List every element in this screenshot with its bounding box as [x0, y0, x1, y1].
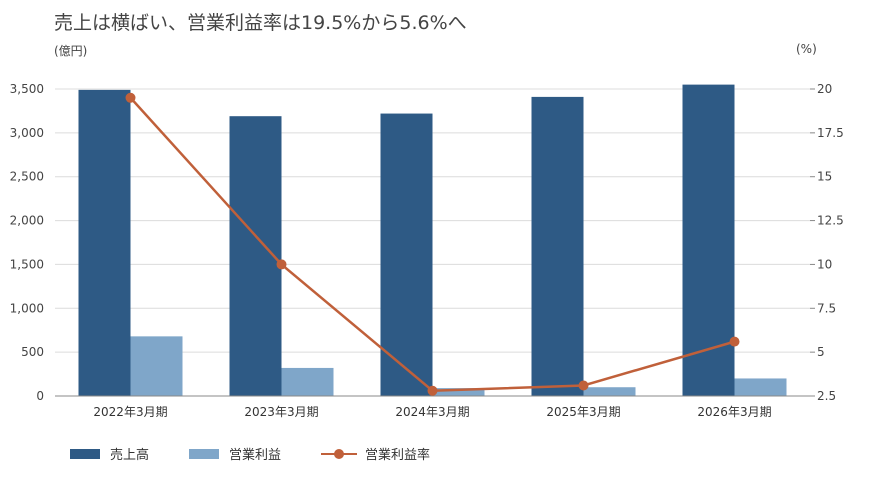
rate-point: [276, 259, 287, 270]
right-tick-label: 17.5: [817, 126, 844, 140]
right-tick-label: 12.5: [817, 214, 844, 228]
left-tick-label: 3,000: [10, 126, 44, 140]
right-axis-ticks: 2.5 5 7.5 10 12.5 15 17.5 20: [810, 82, 844, 403]
left-tick-label: 500: [21, 345, 44, 359]
bar-operating-profit: [281, 367, 334, 396]
x-tick-label: 2026年3月期: [697, 405, 771, 419]
legend-swatch-sales: [70, 448, 100, 459]
bar-operating-profit: [432, 388, 485, 396]
left-tick-label: 1,500: [10, 257, 44, 271]
legend-label-sales: 売上高: [110, 448, 150, 463]
bar-sales: [531, 96, 584, 396]
rate-point: [125, 92, 136, 103]
rate-point: [427, 385, 438, 396]
right-axis-unit: (%): [796, 42, 817, 56]
legend-swatch-operating-margin: [321, 448, 358, 460]
left-tick-label: 0: [36, 389, 44, 403]
rate-point: [578, 380, 589, 391]
chart-title: 売上は横ばい、営業利益率は19.5%から5.6%へ: [54, 12, 467, 34]
legend-label-operating-margin: 営業利益率: [365, 448, 431, 463]
right-tick-label: 15: [817, 170, 832, 184]
right-tick-label: 10: [817, 257, 832, 271]
legend-item-operating-profit: 営業利益: [189, 444, 281, 463]
legend-swatch-operating-profit: [189, 448, 220, 459]
legend-item-operating-margin: 営業利益率: [321, 444, 430, 463]
bar-sales: [380, 113, 433, 396]
bar-sales: [78, 89, 131, 397]
bar-operating-profit: [734, 378, 787, 396]
rate-point: [729, 336, 740, 347]
right-tick-label: 2.5: [817, 389, 836, 403]
right-tick-label: 7.5: [817, 301, 836, 315]
x-tick-label: 2024年3月期: [395, 405, 469, 419]
rate-line: [125, 92, 740, 396]
legend-label-operating-profit: 営業利益: [229, 448, 282, 463]
left-tick-label: 2,500: [10, 170, 44, 184]
left-axis-unit: (億円): [54, 44, 88, 58]
x-tick-label: 2022年3月期: [93, 405, 167, 419]
legend-item-sales: 売上高: [70, 444, 149, 463]
x-tick-label: 2025年3月期: [546, 405, 620, 419]
bar-operating-profit: [130, 336, 183, 396]
x-axis-labels: 2022年3月期 2023年3月期 2024年3月期 2025年3月期 2026年3月期: [93, 405, 771, 419]
x-tick-label: 2023年3月期: [244, 405, 318, 419]
right-tick-label: 20: [817, 82, 832, 96]
left-tick-label: 1,000: [10, 301, 44, 315]
legend: 売上高 営業利益 営業利益率: [70, 444, 470, 463]
bars: [78, 84, 787, 397]
left-axis-ticks: 0 500 1,000 1,500 2,000 2,500 3,000 3,500: [10, 82, 44, 403]
bar-operating-profit: [583, 387, 636, 396]
left-tick-label: 2,000: [10, 214, 44, 228]
left-tick-label: 3,500: [10, 82, 44, 96]
right-tick-label: 5: [817, 345, 825, 359]
